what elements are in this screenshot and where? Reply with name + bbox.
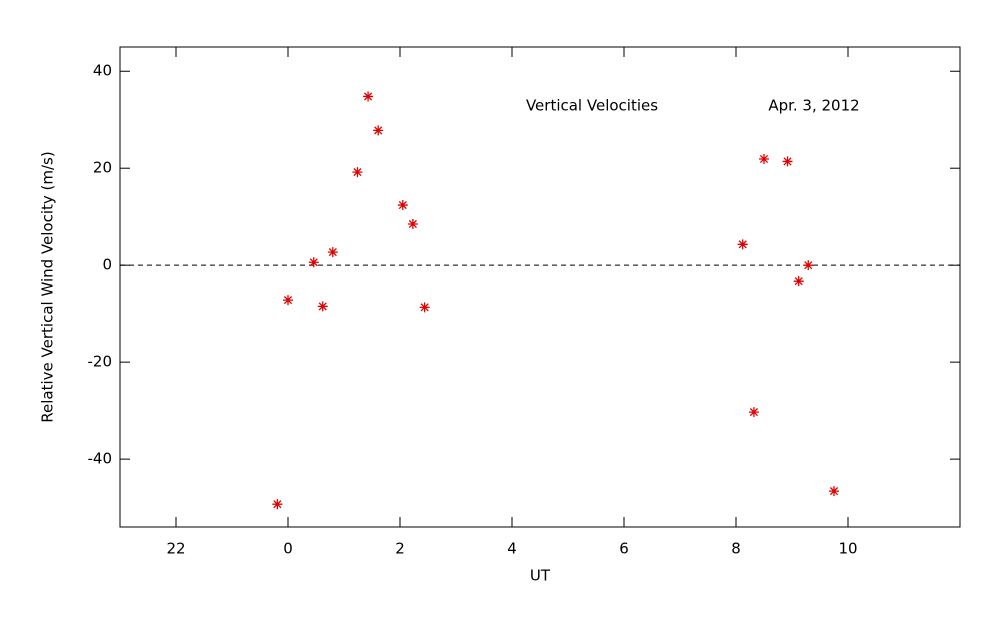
x-axis-label: UT [530,567,551,585]
y-tick-label: -40 [88,450,113,468]
x-tick-label: 4 [507,540,517,558]
point [317,301,328,312]
point [272,499,283,510]
y-axis-label: Relative Vertical Wind Velocity (m/s) [39,151,57,422]
x-tick-label: 10 [838,540,857,558]
point [363,91,374,102]
point [352,167,363,178]
point [782,156,793,167]
point [327,247,338,258]
x-tick-label: 2 [395,540,405,558]
point [419,302,430,313]
point [407,218,418,229]
point [803,260,814,271]
point [397,200,408,211]
x-tick-label: 8 [731,540,741,558]
x-tick-label: 0 [283,540,293,558]
y-tick-label: 20 [93,159,112,177]
point [283,295,293,306]
point [759,154,769,164]
point [829,486,839,497]
y-tick-label: -20 [88,353,113,371]
annotation: Apr. 3, 2012 [768,97,859,115]
y-tick-label: 0 [102,256,112,274]
point [748,407,759,418]
point [373,125,384,136]
x-tick-label: 22 [166,540,185,558]
point [737,239,748,250]
annotation: Vertical Velocities [526,97,658,115]
point [793,276,804,287]
y-tick-label: 40 [93,62,112,80]
point [308,257,319,268]
plot-frame [119,46,961,528]
x-tick-label: 6 [619,540,629,558]
